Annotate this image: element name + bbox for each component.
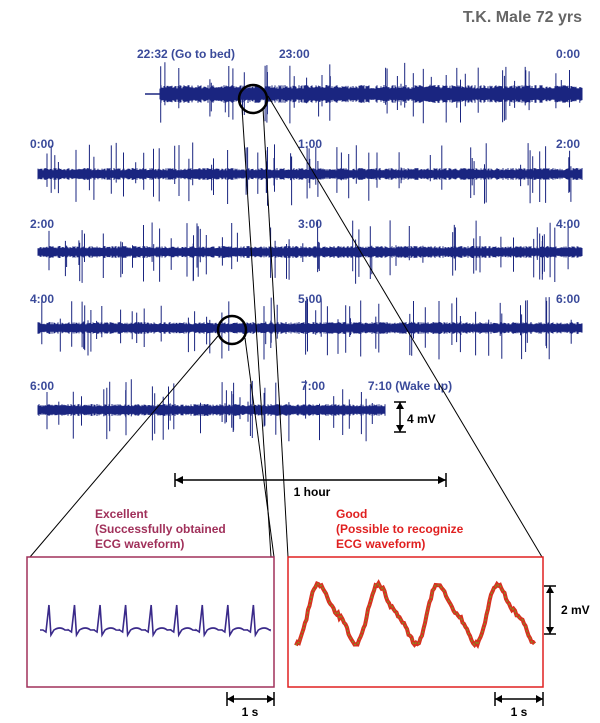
ecg-row-4-trace	[37, 379, 386, 442]
overnight-ecg-rows: 22:32 (Go to bed) 23:00 0:000:00 1:00 2:002:…	[30, 47, 583, 442]
ecg-row-0: 22:32 (Go to bed) 23:00 0:00	[137, 47, 583, 124]
inset-amplitude-scale-bar	[544, 585, 556, 635]
row-2-tick-label-1: 4:00	[556, 217, 580, 231]
time-scale-label: 1 hour	[294, 485, 331, 499]
row-3-start-label: 4:00	[30, 292, 54, 306]
zoom-circle-good	[237, 83, 269, 115]
ecg-row-1: 0:00 1:00 2:00	[30, 137, 583, 206]
inset-amplitude-scale-label: 2 mV	[561, 603, 590, 617]
ecg-row-3-trace	[37, 297, 583, 360]
ecg-row-2: 2:00 3:00 4:00	[30, 217, 583, 284]
ecg-row-3: 4:00 5:00 6:00	[30, 292, 583, 360]
amplitude-scale-bar	[394, 401, 406, 433]
row-4-start-label: 6:00	[30, 379, 54, 393]
row-4-tick-label-1: 7:10 (Wake up)	[368, 379, 452, 393]
zoom-connector-lines	[29, 95, 543, 558]
ecg-row-0-trace	[159, 62, 583, 124]
excellent-inset-subtitle: (Successfully obtained	[95, 522, 226, 536]
row-0-tick-label-0: 23:00	[279, 47, 310, 61]
amplitude-scale-label: 4 mV	[407, 412, 436, 426]
good-inset-subtitle: (Possible to recognize	[336, 522, 464, 536]
time-scale-bar	[174, 473, 447, 487]
good-inset-title: Good	[336, 507, 367, 521]
ecg-row-1-trace	[37, 142, 583, 206]
ecg-row-2-trace	[37, 220, 583, 284]
excellent-inset-title: Excellent	[95, 507, 148, 521]
excellent-inset-subtitle-2: ECG waveform)	[95, 537, 184, 551]
zoom-circle-excellent	[216, 314, 248, 346]
good-inset-box	[287, 556, 544, 688]
excellent-ecg-trace	[40, 604, 271, 638]
ecg-row-4: 6:00 7:00 7:10 (Wake up)	[30, 379, 452, 442]
row-0-tick-label-1: 0:00	[556, 47, 580, 61]
good-time-scale-bar	[494, 692, 544, 706]
row-2-start-label: 2:00	[30, 217, 54, 231]
row-0-start-label: 22:32 (Go to bed)	[137, 47, 235, 61]
excellent-time-scale-bar	[226, 692, 275, 706]
row-2-tick-label-0: 3:00	[298, 217, 322, 231]
good-inset-subtitle-2: ECG waveform)	[336, 537, 425, 551]
row-1-start-label: 0:00	[30, 137, 54, 151]
chart-title: T.K. Male 72 yrs	[463, 9, 582, 26]
row-1-tick-label-0: 1:00	[298, 137, 322, 151]
row-3-tick-label-1: 6:00	[556, 292, 580, 306]
row-3-tick-label-0: 5:00	[298, 292, 322, 306]
excellent-inset-box	[26, 556, 275, 688]
row-4-tick-label-0: 7:00	[301, 379, 325, 393]
excellent-time-scale-label: 1 s	[242, 705, 259, 719]
good-ecg-trace-core	[295, 582, 535, 646]
row-1-tick-label-1: 2:00	[556, 137, 580, 151]
good-time-scale-label: 1 s	[511, 705, 528, 719]
